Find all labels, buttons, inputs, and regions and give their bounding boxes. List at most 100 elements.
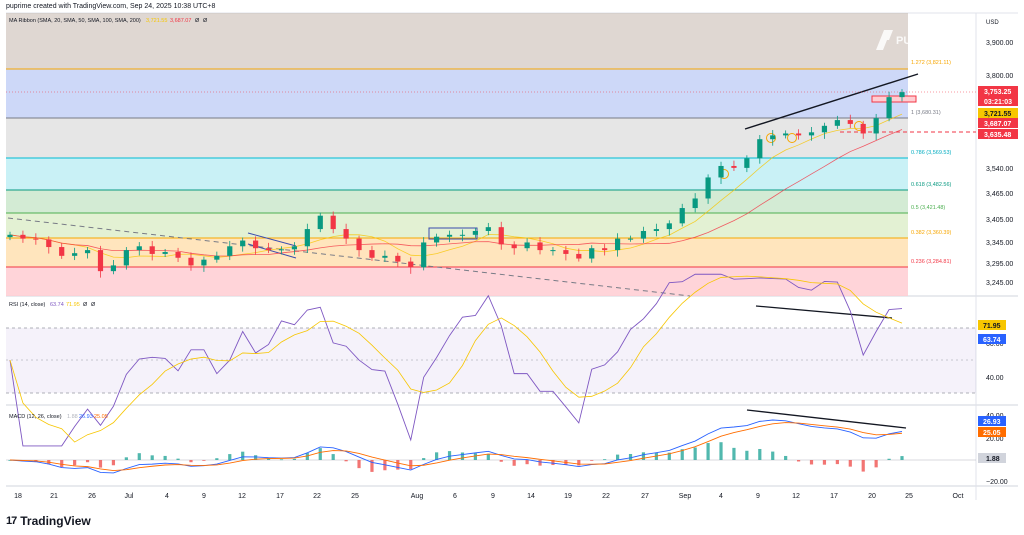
puprime-logo-icon (876, 30, 893, 50)
macd-histogram-bar (667, 452, 671, 460)
svg-text:71.95: 71.95 (983, 323, 1001, 330)
macd-label: MACD (12, 26, close) (9, 414, 62, 420)
rsi-pane (6, 327, 976, 394)
time-tick: 26 (88, 493, 96, 500)
drawings[interactable] (6, 73, 976, 429)
macd-histogram-bar (577, 460, 581, 466)
candle-body (705, 177, 711, 199)
candle-body (847, 120, 853, 124)
candle-body (382, 255, 388, 258)
time-tick: 9 (202, 493, 206, 500)
macd-tick: 20.00 (986, 436, 1004, 443)
macd-histogram-bar (331, 454, 335, 460)
time-tick: Oct (953, 493, 964, 500)
ma-ribbon-legend[interactable]: MA Ribbon (SMA, 20, SMA, 50, SMA, 100, S… (9, 18, 208, 24)
macd-histogram-bar (719, 442, 723, 460)
macd-legend[interactable]: MACD (12, 26, close) 1.88 26.93 25.05 (9, 414, 108, 420)
macd-histogram-bar (60, 460, 64, 468)
macd-divergence-line (746, 409, 907, 429)
candle-body (265, 248, 272, 251)
candle-body (653, 229, 659, 231)
time-tick: 20 (868, 493, 876, 500)
price-tick: 3,295.00 (986, 261, 1013, 268)
macd-histogram-bar (189, 460, 193, 463)
candle-body (886, 97, 892, 119)
candle-body (175, 252, 181, 258)
time-tick: 9 (756, 493, 760, 500)
fib-label: 1 (3,680.31) (911, 110, 941, 116)
macd-histogram-bar (796, 460, 801, 462)
svg-text:3,721.55: 3,721.55 (984, 111, 1011, 118)
macd-histogram-bar (486, 453, 490, 460)
candle-body (240, 240, 246, 247)
time-tick: 19 (564, 493, 572, 500)
macd-histogram-bar (758, 448, 762, 460)
candle-body (770, 135, 776, 140)
moving-average-line (9, 129, 903, 257)
macd-histogram-bar (318, 448, 322, 460)
candle-body (253, 240, 259, 249)
svg-text:26.93: 26.93 (983, 419, 1001, 426)
rising-channel-line (744, 73, 919, 130)
candle-body (421, 242, 427, 268)
candle-body (899, 92, 905, 98)
tradingview-brand[interactable]: 17 TradingView (6, 514, 91, 528)
time-tick: Jul (125, 493, 134, 500)
rsi-value: 63.74 (50, 302, 64, 308)
macd-histogram-bar (822, 460, 827, 465)
badge-macd-line (978, 416, 1006, 426)
candle-body (614, 238, 621, 251)
time-tick: 21 (50, 493, 58, 500)
price-tick: 3,245.00 (986, 280, 1013, 287)
watermark-text: PUPRIME (896, 35, 946, 47)
price-tick: 3,800.00 (986, 73, 1013, 80)
ma-ribbon-value: Ø (203, 18, 208, 24)
moving-average-line (9, 113, 903, 259)
svg-text:63.74: 63.74 (983, 337, 1001, 344)
highlight-box (871, 95, 917, 103)
candle-body (369, 250, 375, 258)
candle-body (718, 165, 724, 178)
time-tick: 12 (238, 493, 246, 500)
macd-histogram-bar (357, 460, 361, 469)
candle-body (59, 247, 65, 256)
candle-body (795, 133, 802, 136)
rsi-divergence-line (755, 305, 893, 319)
macd-histogram-bar (370, 460, 374, 472)
macd-histogram-bar (344, 460, 348, 462)
price-candles[interactable] (7, 89, 905, 278)
tradingview-logo-icon: 17 (6, 515, 17, 527)
candle-body (679, 208, 685, 224)
candle-body (744, 158, 750, 168)
candle-body (472, 230, 478, 235)
fib-label: 0.382 (3,360.39) (911, 230, 952, 236)
price-badges: 3,753.25 03:21:03 3,721.55 3,687.07 3,63… (978, 86, 1018, 463)
ma-ribbon-label: MA Ribbon (SMA, 20, SMA, 50, SMA, 100, S… (9, 18, 141, 24)
rsi-legend[interactable]: RSI (14, close) 63.74 71.95 Ø Ø (9, 302, 96, 308)
macd-histogram-bar (292, 458, 297, 460)
fib-labels: 1.272 (3,821.11) 1 (3,680.31) 0.786 (3,5… (911, 60, 952, 265)
candle-body (97, 250, 104, 272)
time-tick: 27 (641, 493, 649, 500)
rsi-value: Ø (83, 302, 88, 308)
candle-body (201, 259, 207, 266)
macd-histogram-bar (706, 443, 710, 460)
time-axis[interactable]: 18 21 26 Jul 4 9 12 17 22 25 Aug 6 9 14 19 22 27 Sep 4 9 12 1… (14, 493, 963, 500)
macd-histogram-bar (525, 460, 529, 465)
price-tick: 3,405.00 (986, 217, 1013, 224)
axis-currency: USD (986, 20, 999, 26)
svg-text:3,753.25: 3,753.25 (984, 89, 1011, 96)
macd-histogram-bar (538, 460, 542, 466)
candle-body (110, 265, 117, 272)
falling-trendline (7, 217, 691, 297)
candle-body (330, 215, 336, 230)
macd-histogram-bar (848, 460, 852, 467)
badge-ma20 (978, 108, 1018, 118)
macd-histogram-bar (279, 459, 284, 461)
rsi-line (9, 273, 903, 447)
candle-body (524, 242, 530, 249)
candle-body (640, 230, 647, 239)
candle-body (343, 229, 349, 239)
svg-text:3,635.48: 3,635.48 (984, 132, 1011, 139)
